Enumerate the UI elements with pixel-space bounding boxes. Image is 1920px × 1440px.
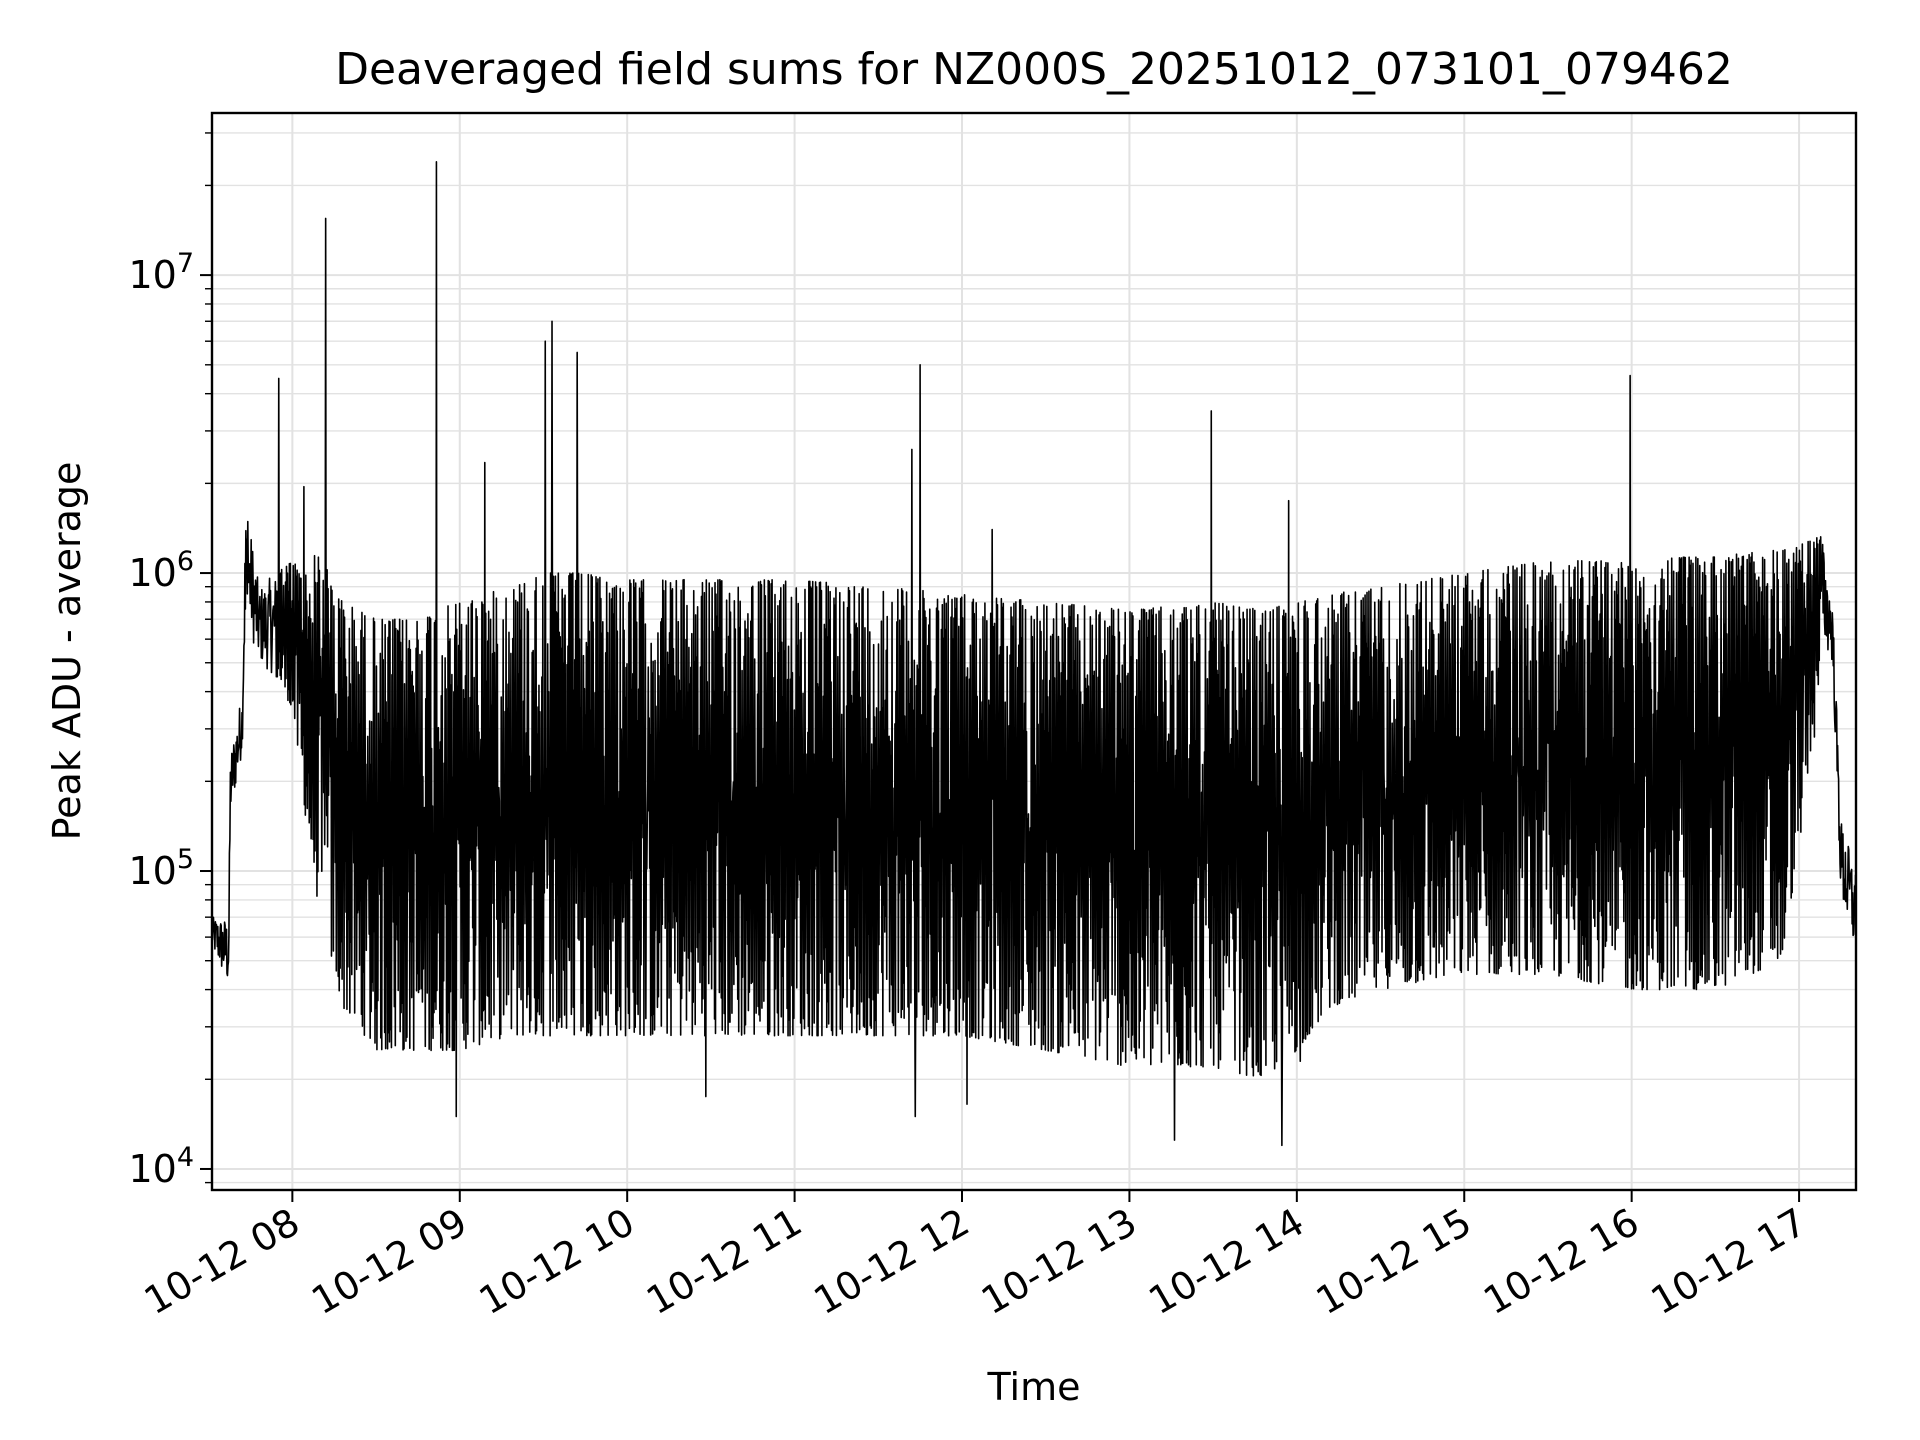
chart-title: Deaveraged field sums for NZ000S_2025101… (335, 44, 1733, 95)
y-tick-label: 105 (128, 844, 194, 893)
y-axis: 104 105 106 107 (128, 132, 212, 1191)
data-series (211, 161, 1857, 1147)
x-axis-label: Time (987, 1365, 1081, 1409)
y-axis-label: Peak ADU - average (45, 462, 89, 841)
plot-area (210, 111, 1858, 1192)
y-tick-label: 106 (128, 546, 194, 595)
y-tick-label: 104 (128, 1142, 194, 1191)
y-tick-label: 107 (128, 248, 194, 297)
series-line (211, 161, 1857, 1147)
